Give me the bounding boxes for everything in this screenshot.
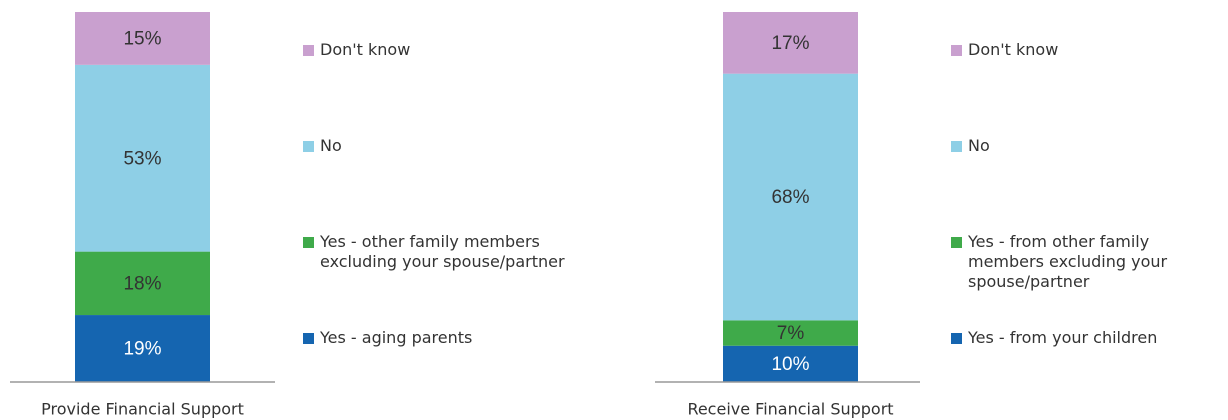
legend-item: Yes - aging parents [303,328,580,348]
legend-swatch [951,141,962,152]
bar-segment [75,12,210,65]
legend-label: Yes - aging parents [320,328,473,347]
data-label: 53% [123,148,161,169]
legend-item: Yes - from other family members excludin… [951,232,1228,292]
data-label: 19% [123,339,161,360]
legend-swatch [303,237,314,248]
category-label: Provide Financial Support [41,400,244,419]
bar-segment [723,73,858,321]
category-label: Receive Financial Support [687,400,893,419]
bar-segment [75,64,210,252]
bar-segment [723,320,858,346]
legend-label: No [968,136,990,155]
legend-swatch [303,45,314,56]
bar-segment [75,251,210,316]
data-label: 68% [771,187,809,208]
legend-label: Don't know [968,40,1059,59]
data-label: 18% [123,273,161,294]
legend-swatch [951,333,962,344]
legend-item: Don't know [951,40,1228,60]
bar-segment [723,12,858,74]
legend-item: Yes - other family members excluding you… [303,232,580,272]
data-label: 17% [771,33,809,54]
legend-swatch [303,333,314,344]
data-label: 10% [771,354,809,375]
legend-swatch [951,237,962,248]
legend-item: No [303,136,580,156]
legend-swatch [951,45,962,56]
legend-label: Yes - from your children [968,328,1158,347]
legend-label: No [320,136,342,155]
bar-segment [75,315,210,382]
legend-label: Don't know [320,40,411,59]
bar-segment [723,345,858,382]
legend-label: Yes - other family members excluding you… [320,232,565,271]
data-label: 15% [123,28,161,49]
data-label: 7% [777,323,805,344]
legend-swatch [303,141,314,152]
legend-item: Yes - from your children [951,328,1228,348]
legend-label: Yes - from other family members excludin… [968,232,1168,291]
legend-item: Don't know [303,40,580,60]
legend-item: No [951,136,1228,156]
